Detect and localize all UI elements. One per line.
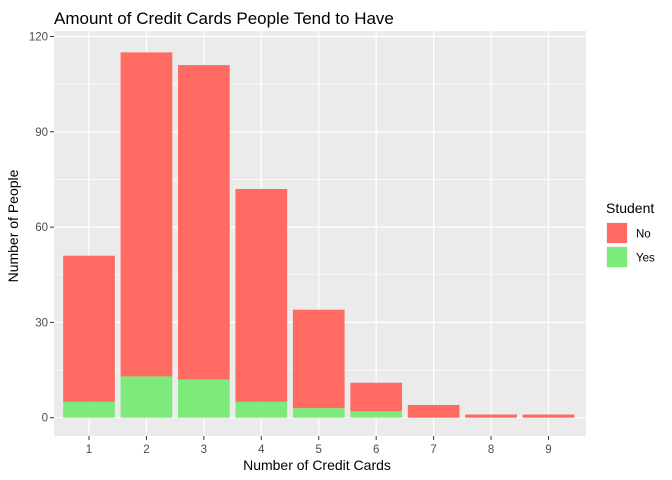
y-axis-ticks: 0 30 60 90 120	[29, 32, 54, 425]
x-tick-label: 4	[258, 444, 265, 456]
chart-title: Amount of Credit Cards People Tend to Ha…	[54, 9, 394, 28]
legend-swatch-yes	[607, 247, 627, 267]
bar-yes-5	[292, 408, 345, 418]
bar-no-6	[350, 382, 403, 412]
x-tick-label: 5	[316, 444, 322, 456]
bar-no-8	[465, 414, 517, 418]
bar-no-1	[63, 255, 115, 402]
y-tick-label: 30	[35, 317, 48, 329]
bar-no-7	[407, 404, 460, 418]
legend-swatch-no	[607, 223, 627, 243]
legend-label-no: No	[636, 229, 651, 241]
y-tick-label: 60	[35, 222, 48, 234]
bar-no-4	[235, 188, 288, 402]
legend-items: No Yes	[606, 222, 655, 268]
legend-title: Student	[606, 200, 654, 216]
x-axis-ticks: 1 2 3 4 5 6 7 8 9	[86, 436, 552, 456]
bar-yes-6	[350, 411, 403, 418]
x-tick-label: 7	[430, 444, 436, 456]
x-tick-label: 6	[373, 444, 379, 456]
bar-no-3	[178, 65, 230, 380]
bar-no-9	[522, 414, 575, 418]
bar-yes-4	[235, 401, 288, 418]
x-tick-label: 9	[545, 444, 551, 456]
bar-no-5	[292, 309, 345, 409]
bar-yes-1	[63, 401, 115, 418]
x-axis-title: Number of Credit Cards	[243, 457, 391, 473]
x-tick-label: 8	[488, 444, 494, 456]
bar-yes-2	[120, 376, 173, 418]
y-tick-label: 120	[29, 32, 48, 44]
bar-yes-3	[178, 379, 230, 418]
x-tick-label: 1	[86, 444, 92, 456]
y-axis-title: Number of People	[5, 169, 21, 282]
bars	[63, 52, 575, 418]
x-tick-label: 3	[201, 444, 207, 456]
bar-no-2	[120, 52, 173, 377]
y-tick-label: 90	[35, 127, 48, 139]
legend: Student No Yes	[606, 200, 655, 268]
x-tick-label: 2	[143, 444, 149, 456]
y-tick-label: 0	[42, 413, 48, 425]
legend-label-yes: Yes	[636, 253, 655, 265]
